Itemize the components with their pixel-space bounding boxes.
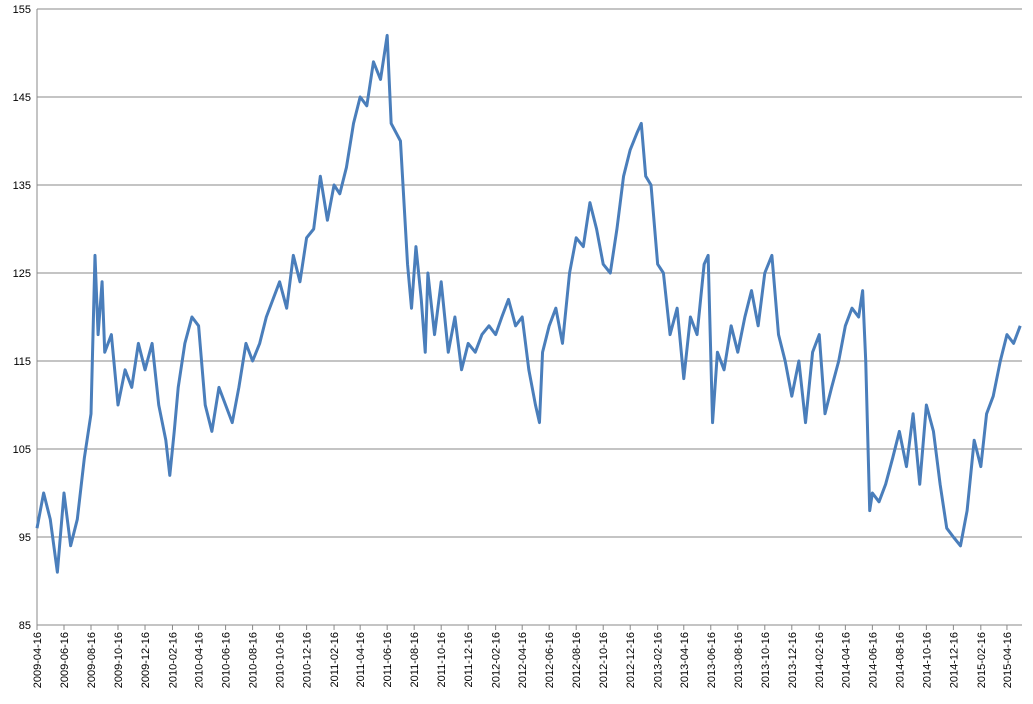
x-tick-label: 2014-08-16 xyxy=(894,632,906,688)
x-tick-label: 2013-02-16 xyxy=(653,632,665,688)
y-tick-label: 85 xyxy=(19,620,31,632)
y-tick-label: 105 xyxy=(13,444,31,456)
x-tick-label: 2014-06-16 xyxy=(867,632,879,688)
x-tick-label: 2011-08-16 xyxy=(409,632,421,687)
x-tick-label: 2014-02-16 xyxy=(814,632,826,688)
y-tick-label: 135 xyxy=(13,180,31,192)
x-tick-label: 2010-04-16 xyxy=(194,632,206,688)
x-tick-label: 2010-02-16 xyxy=(167,632,179,688)
x-tick-label: 2012-10-16 xyxy=(598,632,610,688)
x-tick-label: 2014-12-16 xyxy=(948,632,960,688)
x-tick-label: 2012-06-16 xyxy=(544,632,556,688)
x-tick-label: 2009-06-16 xyxy=(59,632,71,688)
x-tick-label: 2009-04-16 xyxy=(32,632,44,688)
x-tick-label: 2010-10-16 xyxy=(275,632,287,688)
x-tick-label: 2009-10-16 xyxy=(113,632,125,688)
x-tick-label: 2015-04-16 xyxy=(1002,632,1014,688)
x-tick-label: 2011-06-16 xyxy=(382,632,394,687)
x-tick-label: 2012-12-16 xyxy=(625,632,637,688)
x-tick-label: 2013-10-16 xyxy=(760,632,772,688)
y-tick-label: 155 xyxy=(13,4,31,16)
x-tick-label: 2012-04-16 xyxy=(517,632,529,688)
x-tick-label: 2011-12-16 xyxy=(463,632,475,687)
x-tick-label: 2011-10-16 xyxy=(436,632,448,687)
x-tick-label: 2013-08-16 xyxy=(733,632,745,688)
x-tick-label: 2012-08-16 xyxy=(571,632,583,688)
x-tick-label: 2010-06-16 xyxy=(221,632,233,688)
x-tick-label: 2011-04-16 xyxy=(355,632,367,687)
x-tick-label: 2014-10-16 xyxy=(921,632,933,688)
x-tick-label: 2014-04-16 xyxy=(840,632,852,688)
x-tick-label: 2013-06-16 xyxy=(706,632,718,688)
x-tick-label: 2013-12-16 xyxy=(787,632,799,688)
x-tick-label: 2015-02-16 xyxy=(976,632,988,688)
y-tick-label: 95 xyxy=(19,532,31,544)
data-line xyxy=(35,33,1022,574)
x-tick-label: 2012-02-16 xyxy=(491,632,503,688)
y-tick-label: 115 xyxy=(13,356,31,368)
y-tick-label: 125 xyxy=(13,268,31,280)
x-tick-label: 2011-02-16 xyxy=(329,632,341,687)
x-tick-label: 2013-04-16 xyxy=(679,632,691,688)
x-tick-label: 2009-12-16 xyxy=(140,632,152,688)
x-tick-label: 2009-08-16 xyxy=(86,632,98,688)
y-tick-label: 145 xyxy=(13,92,31,104)
x-tick-label: 2010-12-16 xyxy=(302,632,314,688)
x-tick-label: 2010-08-16 xyxy=(248,632,260,688)
